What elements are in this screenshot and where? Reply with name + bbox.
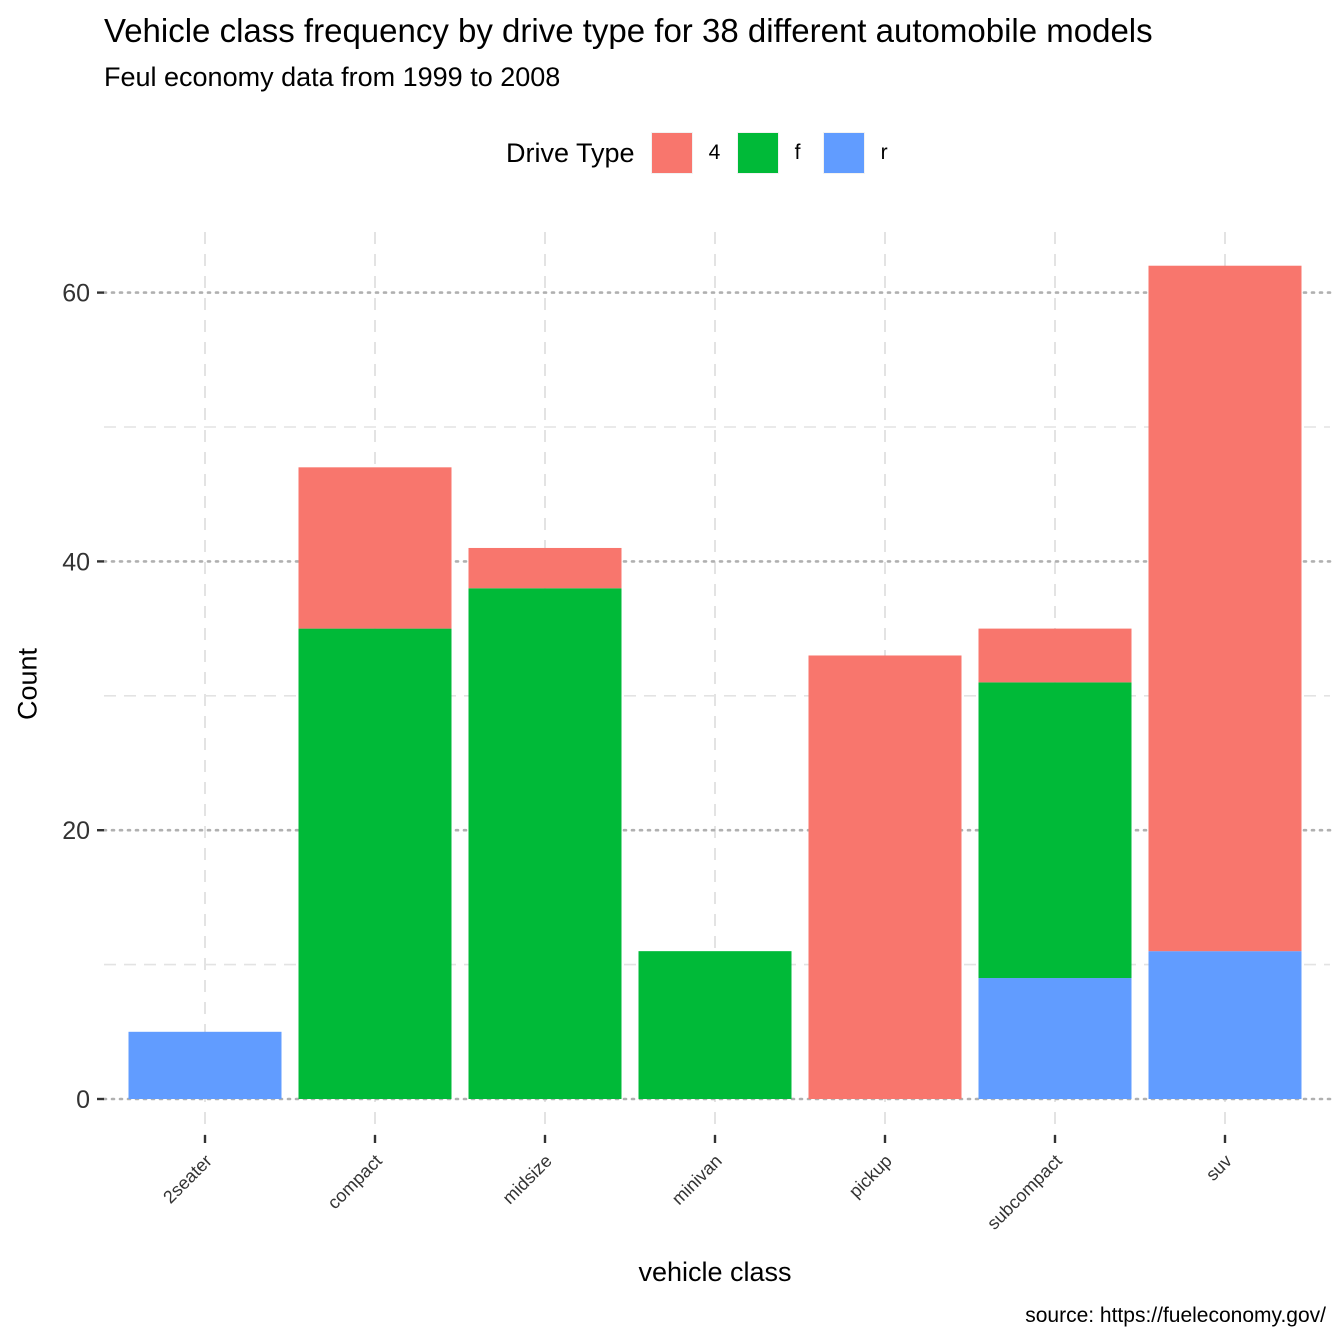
legend-item-4: 4 [650,132,727,174]
bar-compact-f [298,628,452,1099]
legend-label-4: 4 [708,141,721,164]
legend-key-f [736,132,779,174]
bar-minivan-f [638,951,792,1099]
bar-compact-4 [298,467,452,629]
legend-label-r: r [880,141,888,164]
x-tick-label: suv [1202,1151,1236,1185]
legend-item-r: r [822,132,899,174]
bar-midsize-f [468,588,622,1099]
bar-subcompact-4 [978,628,1132,683]
bar-pickup-4 [808,655,962,1099]
bar-midsize-4 [468,547,622,589]
caption: source: https://fueleconomy.gov/ [1025,1304,1326,1327]
x-tick-label: pickup [845,1151,896,1202]
y-tick-label: 0 [76,1086,90,1114]
y-tick-label: 20 [62,817,90,845]
legend-title: Drive Type [506,137,635,168]
bar-subcompact-f [978,682,1132,979]
legend: Drive Type 4 f r [506,130,909,176]
chart-title: Vehicle class frequency by drive type fo… [104,12,1153,49]
x-tick-label: minivan [668,1151,726,1209]
legend-label-f: f [794,141,801,164]
y-tick-label: 60 [62,280,90,308]
bar-2seater-r [128,1031,282,1099]
chart-subtitle: Feul economy data from 1999 to 2008 [104,62,561,92]
x-tick-label: subcompact [983,1151,1066,1234]
y-axis-title: Count [12,647,43,721]
bar-suv-4 [1148,265,1302,952]
legend-key-r [822,132,865,174]
legend-item-f: f [736,132,813,174]
x-tick-label: midsize [499,1151,556,1208]
bar-suv-r [1148,951,1302,1099]
legend-key-4 [650,132,693,174]
x-tick-label: 2seater [159,1151,216,1208]
x-axis-title: vehicle class [638,1257,792,1287]
y-tick-label: 40 [62,548,90,576]
bar-subcompact-r [978,978,1132,1099]
x-tick-label: compact [324,1151,386,1213]
